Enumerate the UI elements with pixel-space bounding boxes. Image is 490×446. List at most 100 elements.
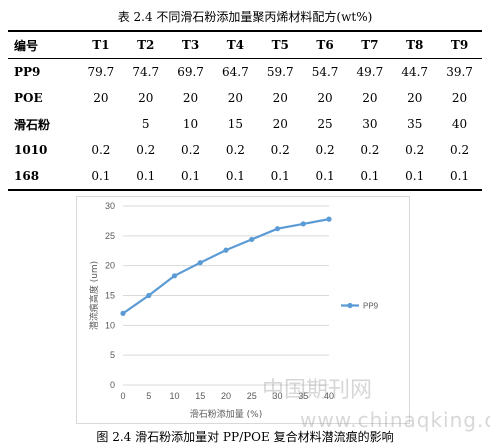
- data-point: [197, 260, 203, 266]
- data-point: [274, 226, 281, 232]
- table-cell: 54.7: [311, 65, 339, 79]
- table-header-cell: T7: [347, 30, 393, 59]
- row-label: PP9: [14, 65, 41, 79]
- table-cell: 0.1: [302, 163, 348, 191]
- data-point: [146, 292, 152, 299]
- x-axis-label: 滑石粉添加量 (%): [190, 408, 262, 420]
- table-row: 1010 0.2 0.2 0.2 0.2 0.2 0.2 0.2 0.2 0.2: [8, 137, 482, 163]
- table-cell: 20: [227, 91, 244, 105]
- table-cell: 0.1: [78, 163, 124, 191]
- y-tick-label: 25: [105, 231, 115, 241]
- table-cell: 0.2: [136, 143, 156, 157]
- table-cell: 0.2: [405, 143, 425, 157]
- table-header-cell: T9: [437, 30, 482, 59]
- table-cell: 0.1: [257, 163, 303, 191]
- row-label: POE: [14, 91, 43, 105]
- x-tick-label: 15: [195, 391, 205, 401]
- formula-table: 编号 T1 T2 T3 T4 T5 T6 T7 T8 T9 PP9 79.7 74.7 69.7 64.7…: [8, 30, 482, 191]
- table-row: 168 0.1 0.1 0.1 0.1 0.1 0.1 0.1 0.1 0.1: [8, 163, 482, 191]
- table-row: POE 20 20 20 20 20 20 20 20 20: [8, 85, 482, 111]
- table-cell: 0.2: [270, 143, 290, 157]
- table-cell: 0.2: [91, 143, 111, 157]
- table-cell: 79.7: [87, 65, 115, 79]
- table-cell: 20: [272, 91, 288, 105]
- table-cell: 35: [407, 117, 423, 131]
- figure-caption: 图 2.4 滑石粉添加量对 PP/POE 复合材料潜流痕的影响: [96, 430, 394, 444]
- table-cell: 25: [317, 117, 333, 131]
- table-cell: [79, 111, 124, 137]
- data-point: [171, 273, 178, 279]
- table-cell: 0.2: [450, 143, 470, 157]
- table-cell: 20: [93, 91, 109, 105]
- table-header-cell: T3: [168, 30, 213, 59]
- table-cell: 10: [182, 117, 199, 131]
- table-cell: 69.7: [177, 65, 204, 79]
- table-cell: 0.1: [168, 163, 213, 191]
- table-cell: 20: [407, 91, 423, 105]
- y-tick-label: 30: [105, 201, 115, 211]
- row-label: 1010: [14, 143, 48, 157]
- table-cell: 44.7: [401, 65, 429, 79]
- table-cell: 0.2: [225, 143, 245, 157]
- table-cell: 0.1: [212, 163, 258, 191]
- x-tick-label: 20: [221, 391, 231, 401]
- data-point: [300, 221, 306, 227]
- series-line: [122, 218, 330, 315]
- table-cell: 39.7: [446, 65, 473, 79]
- table-cell: 0.1: [437, 163, 482, 191]
- table-header-label: 编号: [8, 30, 79, 59]
- x-tick-label: 5: [146, 391, 151, 401]
- data-point: [120, 310, 126, 316]
- y-tick-label: 0: [110, 380, 115, 390]
- y-tick-label: 10: [105, 320, 115, 330]
- x-tick-label: 30: [272, 391, 282, 401]
- table-cell: 0.1: [392, 163, 438, 191]
- table-cell: 64.7: [222, 65, 249, 79]
- table-body: PP9 79.7 74.7 69.7 64.7 59.7 54.7 49.7 44.7 39.7 P…: [8, 59, 482, 191]
- data-point: [249, 236, 255, 243]
- table-cell: 0.1: [123, 163, 169, 191]
- table-cell: 20: [272, 117, 288, 131]
- table-cell: 20: [451, 91, 468, 105]
- table-cell: 20: [138, 91, 154, 105]
- table-cell: 30: [362, 117, 378, 131]
- table-cell: 20: [362, 91, 378, 105]
- x-tick-label: 0: [120, 391, 125, 401]
- x-tick-label: 25: [247, 391, 257, 401]
- y-axis-label: 潜流痕高度 (um): [88, 261, 100, 330]
- y-tick-label: 20: [105, 261, 115, 271]
- data-point: [326, 216, 332, 222]
- table-cell: 59.7: [266, 65, 294, 79]
- table-cell: 40: [451, 117, 468, 131]
- row-label: 滑石粉: [14, 117, 51, 132]
- row-label: 168: [8, 163, 79, 191]
- x-tick-label: 40: [324, 391, 334, 401]
- legend-label: PP9: [363, 302, 379, 311]
- table-header-cell: T8: [392, 30, 438, 59]
- chart-svg: 0 5 10 15 20 25 30 0 5 10 15 20 25 30 35 40 滑石粉添加量 (%) 潜流…: [88, 201, 379, 420]
- table-header-cell: T5: [257, 30, 303, 59]
- legend-marker: [347, 302, 353, 309]
- table-cell: 20: [317, 91, 333, 105]
- table-header-cell: T6: [302, 30, 348, 59]
- table-header-cell: T1: [78, 30, 124, 59]
- table-header-row: 编号 T1 T2 T3 T4 T5 T6 T7 T8 T9: [8, 30, 482, 59]
- table-cell: 0.2: [181, 143, 201, 157]
- line-chart: 0 5 10 15 20 25 30 0 5 10 15 20 25 30 35 40 滑石粉添加量 (%) 潜流…: [76, 196, 410, 424]
- table-cell: 15: [227, 117, 244, 131]
- table-cell: 0.1: [347, 163, 393, 191]
- y-tick-label: 15: [105, 291, 115, 301]
- table-header-cell: T4: [212, 30, 258, 59]
- table-header-cell: T2: [123, 30, 169, 59]
- table-cell: 74.7: [132, 65, 160, 79]
- x-tick-label: 10: [169, 391, 179, 401]
- table-cell: 49.7: [356, 65, 384, 79]
- data-point: [223, 247, 229, 253]
- y-tick-label: 5: [110, 350, 115, 360]
- table-cell: 5: [141, 117, 150, 131]
- table-cell: 0.2: [360, 143, 380, 157]
- table-cell: 0.2: [315, 143, 335, 157]
- table-row: 滑石粉 5 10 15 20 25 30 35 40: [8, 111, 482, 137]
- table-cell: 20: [182, 91, 199, 105]
- x-tick-label: 35: [298, 391, 308, 401]
